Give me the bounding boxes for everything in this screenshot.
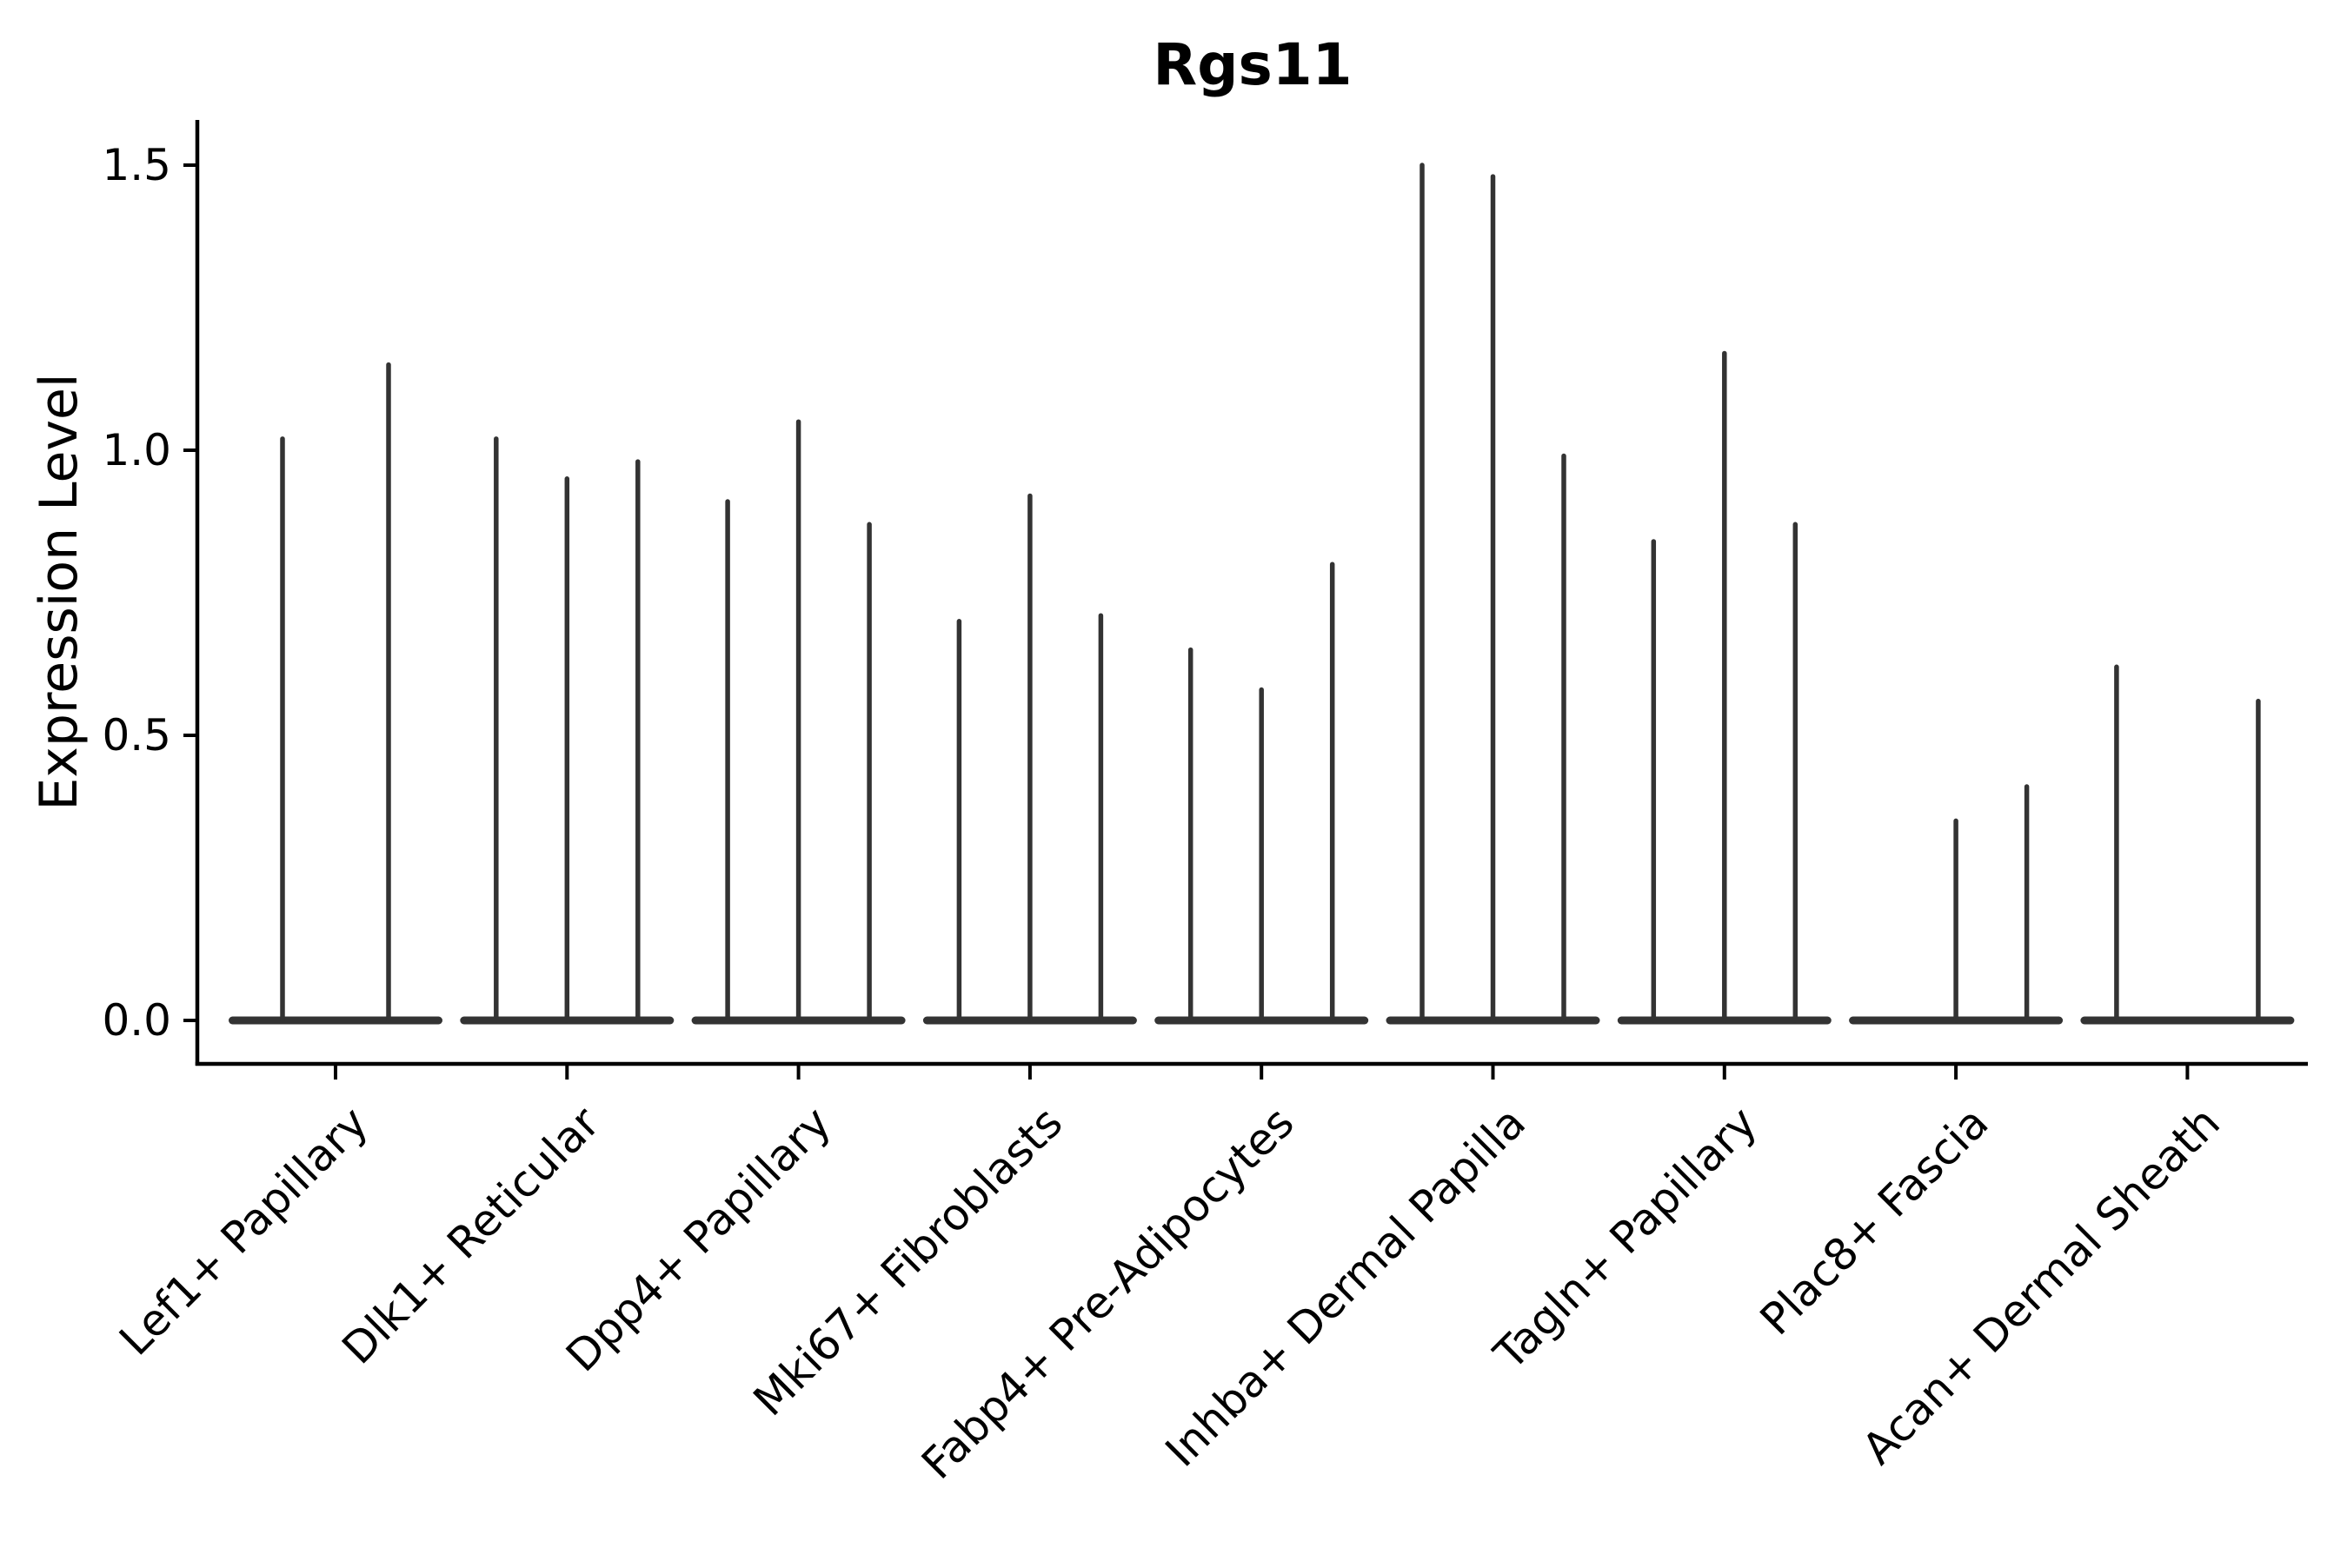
y-tick-label: 0.0 [102, 995, 171, 1046]
violin-zero-base [2080, 1016, 2295, 1025]
violin-group [922, 493, 1137, 1025]
plot-title: Rgs11 [1153, 31, 1352, 98]
y-axis-label: Expression Level [29, 373, 90, 810]
violin-series [229, 163, 2295, 1025]
violin-zero-base [229, 1016, 442, 1025]
violin-group [1154, 561, 1369, 1025]
violin-group [229, 362, 442, 1025]
violin-group [2080, 664, 2295, 1025]
y-tick-label: 1.0 [102, 425, 171, 475]
violin-group [460, 436, 675, 1025]
y-tick-label: 0.5 [102, 710, 171, 761]
violin-group [1386, 163, 1600, 1025]
x-tick-label: Dlk1+ Reticular [333, 1097, 609, 1373]
violin-group [1617, 350, 1832, 1025]
x-tick-label: Lef1+ Papillary [110, 1097, 377, 1365]
y-tick-label: 1.5 [102, 140, 171, 190]
x-tick-label: Fabp4+ Pre-Adipocytes [912, 1097, 1304, 1489]
x-tick-label: Plac8+ Fascia [1751, 1097, 1998, 1345]
violin-group [691, 419, 906, 1025]
y-axis-ticks: 0.0 0.5 1.0 1.5 [102, 140, 197, 1046]
violin-group [1849, 784, 2064, 1025]
